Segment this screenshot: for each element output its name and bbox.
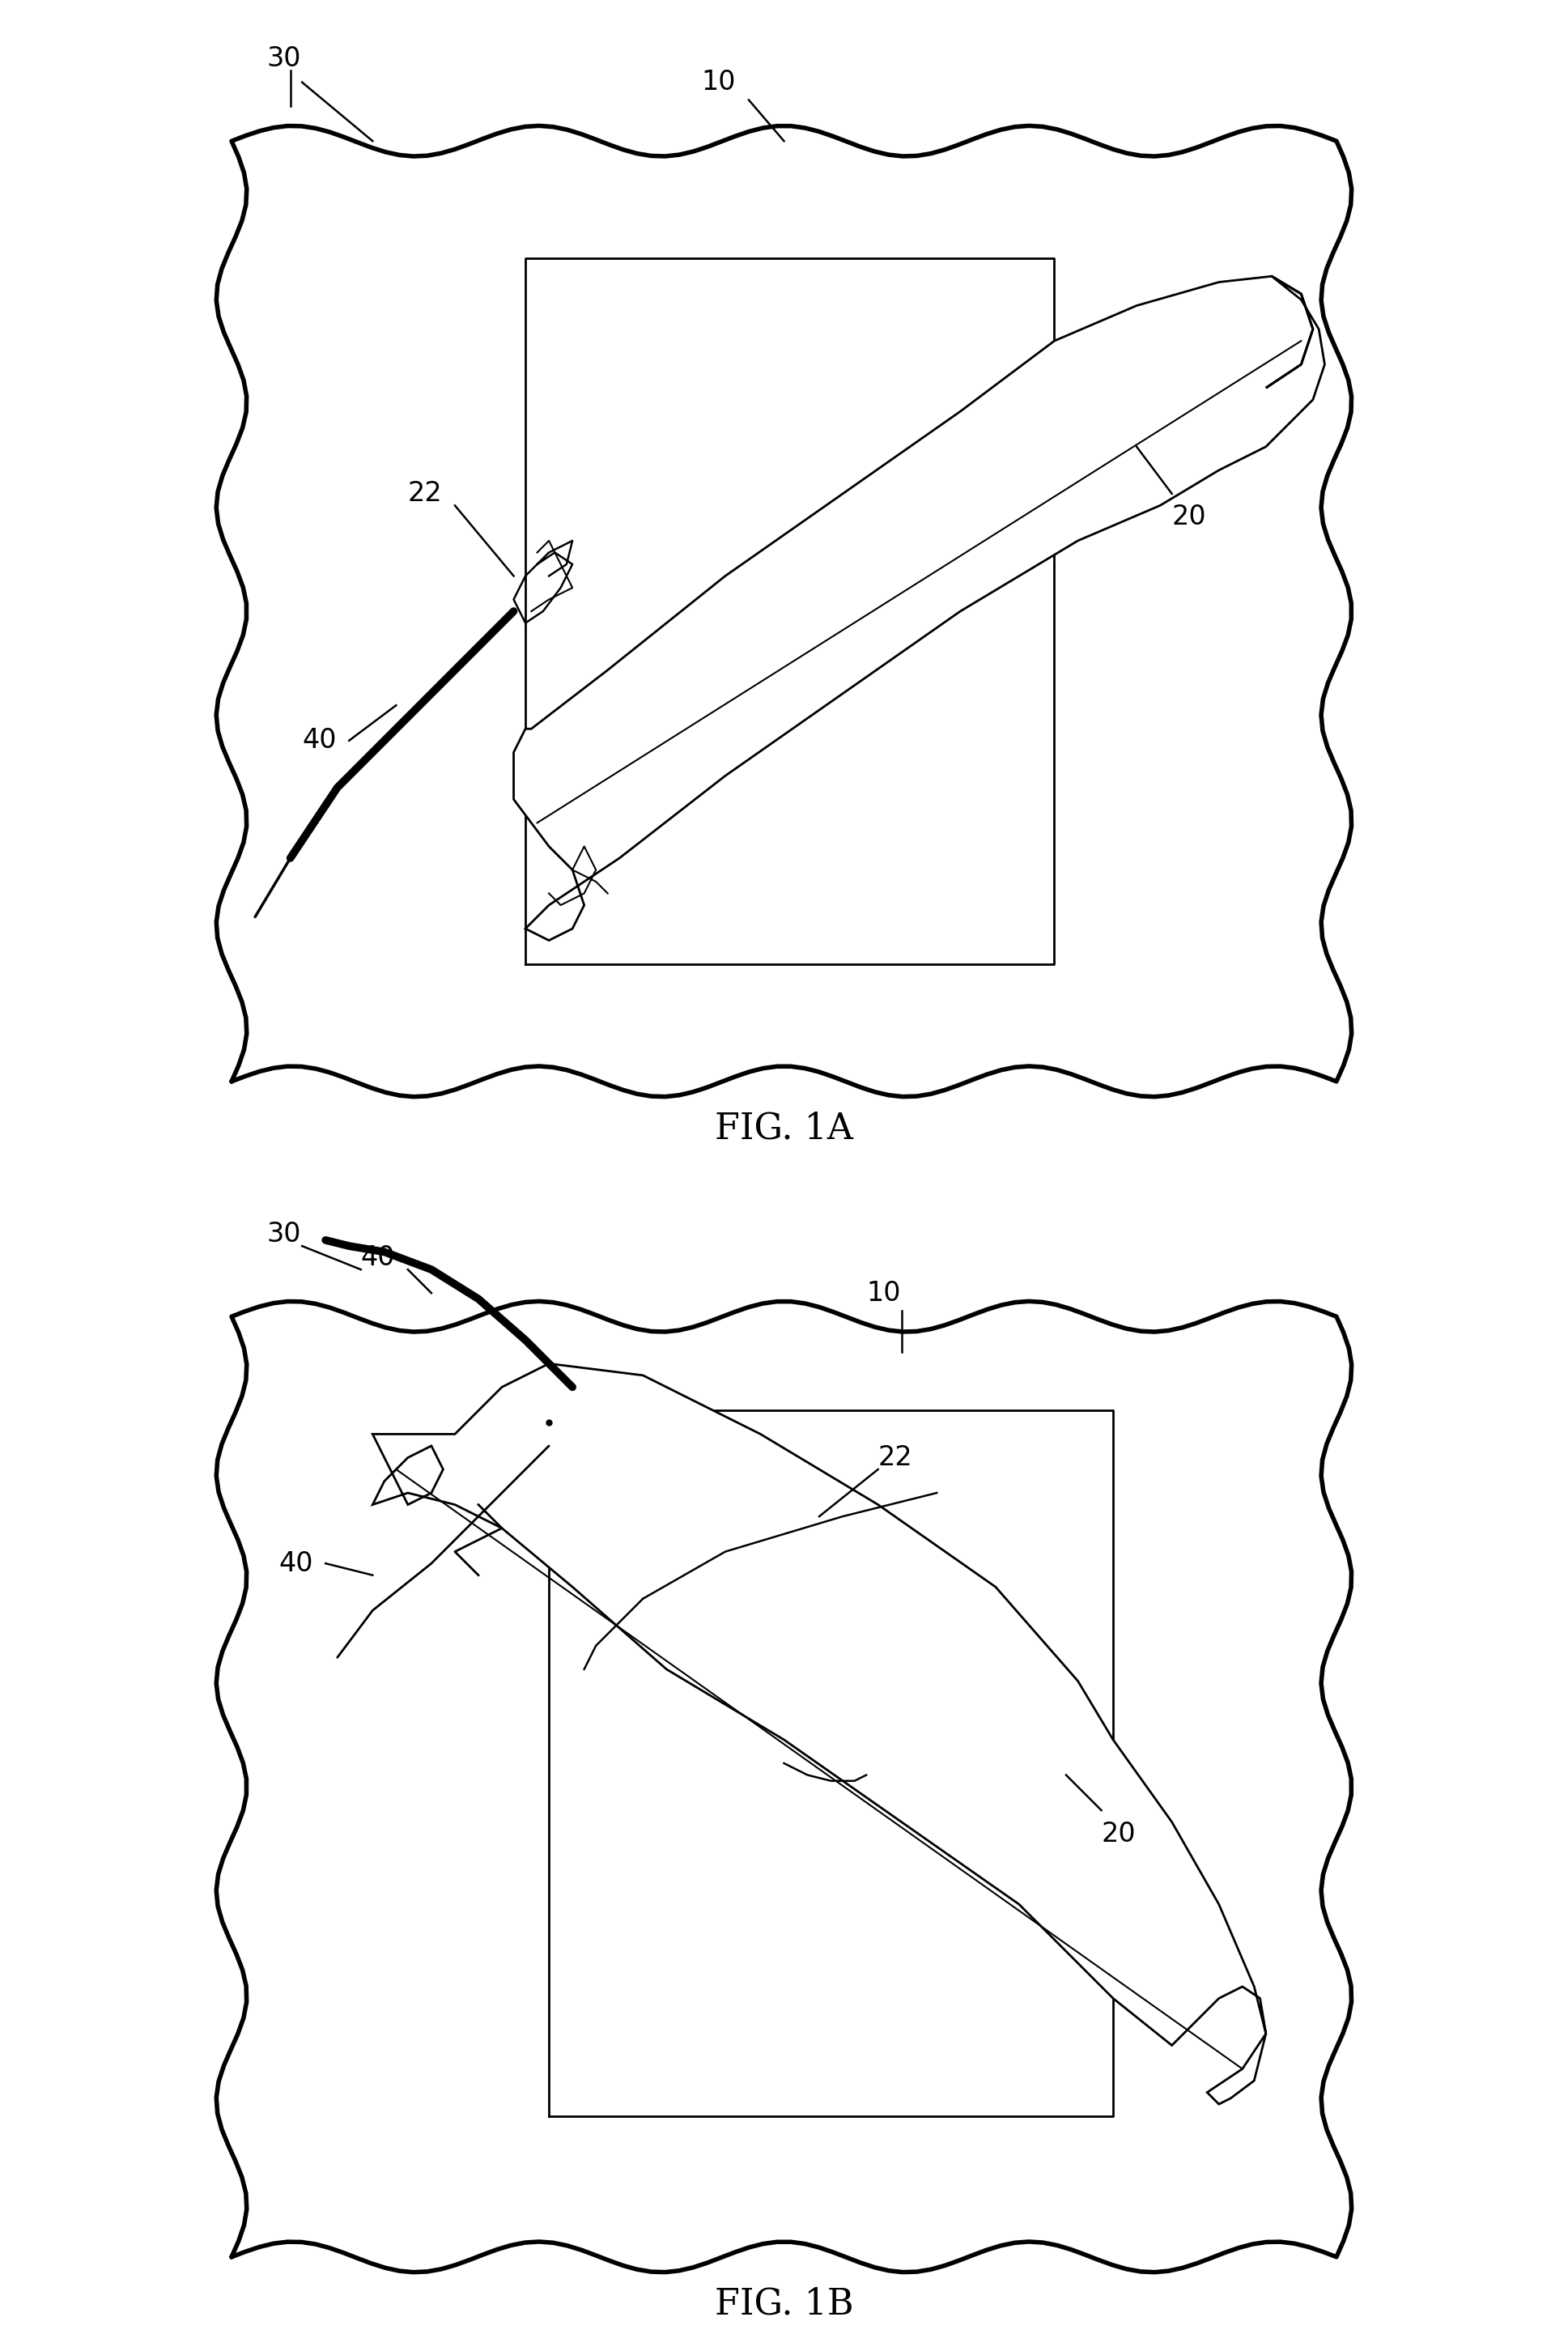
Text: 20: 20 xyxy=(1171,503,1206,531)
Text: 40: 40 xyxy=(361,1244,395,1272)
Text: FIG. 1B: FIG. 1B xyxy=(715,2288,853,2320)
Text: 20: 20 xyxy=(1101,1820,1135,1848)
Text: 30: 30 xyxy=(267,1220,301,1248)
Text: 10: 10 xyxy=(702,68,735,96)
Text: 40: 40 xyxy=(279,1549,314,1578)
Text: FIG. 1A: FIG. 1A xyxy=(715,1112,853,1145)
Text: 22: 22 xyxy=(408,480,442,508)
Text: 30: 30 xyxy=(267,45,301,73)
Text: 22: 22 xyxy=(878,1444,913,1472)
Text: 10: 10 xyxy=(866,1279,900,1307)
Polygon shape xyxy=(373,1364,1265,2104)
Text: 40: 40 xyxy=(303,726,337,755)
Polygon shape xyxy=(514,277,1325,940)
